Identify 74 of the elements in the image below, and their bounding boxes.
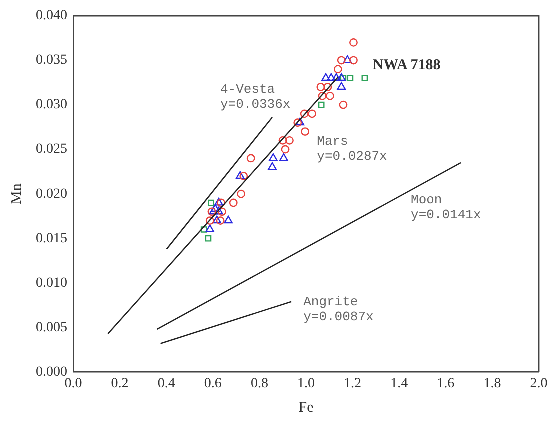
point: [318, 102, 325, 108]
point: [340, 75, 347, 82]
x-tick-label: 0.0: [64, 376, 82, 392]
x-tick-label: 1.0: [298, 376, 315, 392]
x-axis-title: Fe: [298, 400, 314, 416]
point: [269, 153, 278, 162]
point: [324, 83, 332, 92]
point: [268, 162, 277, 170]
y-tick-label: 0.005: [36, 320, 68, 336]
series-label: Mars y=0.0287x: [317, 134, 388, 164]
point: [278, 136, 288, 145]
series-label: 4-Vesta y=0.0336x: [220, 82, 291, 112]
point: [343, 56, 352, 64]
x-tick-label: 0.6: [204, 376, 222, 392]
point: [237, 190, 246, 198]
point: [347, 75, 354, 82]
point: [337, 56, 346, 65]
point: [246, 154, 256, 163]
point: [279, 153, 288, 162]
point: [318, 92, 327, 100]
point: [332, 73, 341, 82]
x-tick-label: 1.4: [390, 376, 408, 392]
point: [229, 198, 238, 208]
y-axis-title: Mn: [8, 183, 25, 205]
point: [205, 235, 212, 242]
point: [216, 216, 225, 226]
point: [296, 118, 305, 126]
point: [240, 172, 248, 180]
point: [339, 100, 348, 110]
y-tick-label: 0.000: [36, 364, 68, 380]
point: [236, 171, 245, 180]
y-tick-label: 0.010: [36, 276, 68, 291]
point: [208, 200, 214, 206]
x-tick-label: 2.0: [530, 376, 548, 392]
y-tick-label: 0.025: [36, 142, 68, 158]
point: [326, 73, 336, 82]
point: [286, 136, 294, 145]
point: [308, 110, 316, 118]
point: [218, 208, 226, 216]
x-tick-label: 0.2: [111, 376, 129, 392]
x-tick-label: 0.4: [158, 376, 176, 392]
y-tick-label: 0.015: [36, 231, 68, 246]
point: [316, 83, 326, 92]
x-tick-label: 1.6: [437, 376, 455, 392]
series-label: Angrite y=0.0087x: [304, 294, 374, 324]
point: [337, 82, 346, 90]
point: [350, 56, 358, 65]
series-label: Moon y=0.0141x: [411, 192, 482, 222]
point: [300, 110, 309, 118]
y-tick-label: 0.020: [36, 186, 68, 202]
point: [326, 92, 334, 100]
point: [224, 216, 233, 224]
point: [350, 38, 358, 47]
point: [337, 73, 346, 82]
point: [214, 198, 224, 206]
y-tick-label: 0.040: [36, 8, 68, 24]
point: [206, 224, 215, 233]
point: [200, 226, 208, 233]
point: [294, 118, 302, 128]
point: [281, 145, 290, 154]
point: [334, 65, 342, 74]
point: [322, 73, 330, 82]
point: [217, 198, 226, 208]
y-tick-label: 0.035: [36, 53, 68, 68]
x-tick-label: 1.8: [484, 376, 502, 392]
x-tick-label: 1.2: [344, 376, 362, 392]
point: [362, 75, 368, 82]
x-tick-label: 0.8: [250, 376, 268, 392]
point: [206, 216, 214, 226]
annotation: NWA 7188: [372, 58, 441, 74]
y-tick-label: 0.030: [36, 98, 68, 113]
point: [214, 206, 224, 215]
point: [301, 128, 310, 136]
point: [212, 216, 222, 224]
